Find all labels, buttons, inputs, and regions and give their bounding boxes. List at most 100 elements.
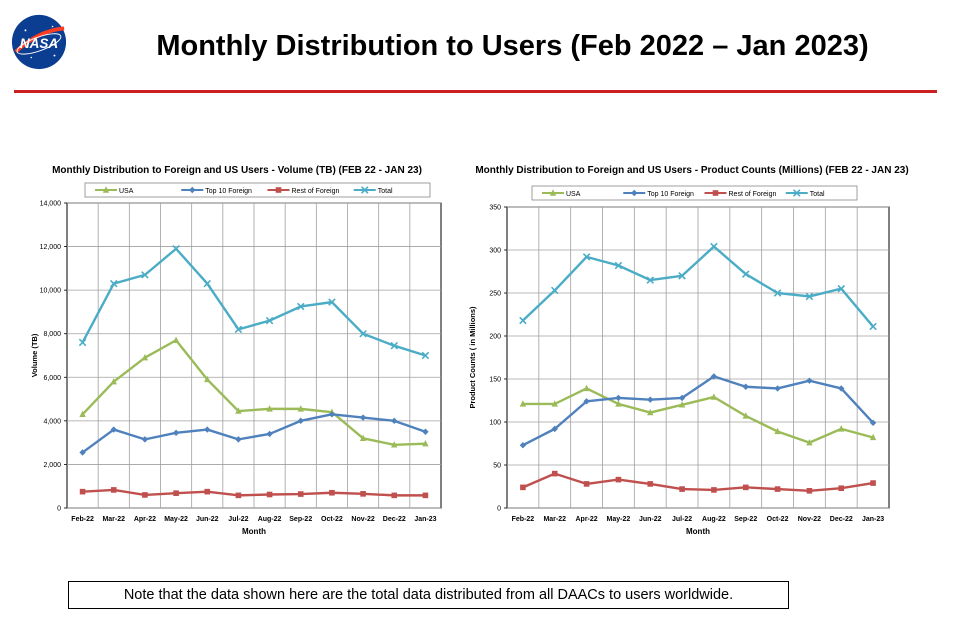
data-point (870, 480, 876, 486)
series-line (81, 339, 426, 447)
data-point (79, 488, 86, 495)
x-tick-label: Apr-22 (134, 516, 156, 523)
x-tick-label: Mar-22 (543, 516, 566, 523)
series-line (522, 472, 874, 492)
legend-marker (549, 189, 557, 196)
nasa-logo: NASA (11, 14, 67, 70)
legend-label: Total (810, 191, 825, 198)
data-point (520, 484, 526, 491)
product-counts-chart: Monthly Distribution to Foreign and US U… (468, 165, 909, 536)
data-point (235, 436, 242, 443)
y-tick-label: 12,000 (40, 244, 62, 251)
y-tick-label: 6,000 (43, 375, 61, 382)
data-point (235, 492, 242, 499)
data-point (265, 316, 274, 325)
x-tick-label: Sep-22 (289, 516, 312, 523)
volume-chart: Monthly Distribution to Foreign and US U… (30, 165, 442, 536)
data-point (204, 488, 211, 495)
data-point (710, 393, 718, 400)
data-point (297, 405, 304, 412)
x-tick-label: Apr-22 (575, 516, 597, 523)
data-point (742, 383, 749, 390)
data-point (806, 438, 813, 446)
x-axis-title: Month (686, 527, 710, 536)
data-point (328, 298, 336, 306)
series-line (82, 488, 426, 497)
data-point (235, 407, 242, 414)
series-top-10-foreign (79, 411, 429, 456)
data-point (742, 412, 749, 419)
series-total (519, 242, 877, 331)
data-point (110, 377, 117, 385)
data-point (710, 242, 718, 251)
data-point (360, 491, 366, 497)
x-tick-label: Oct-22 (321, 516, 343, 523)
data-point (679, 486, 685, 492)
data-point (79, 449, 86, 456)
data-point (774, 427, 781, 435)
series-line (522, 375, 874, 447)
page-title: Monthly Distribution to Users (Feb 2022 … (156, 30, 869, 62)
data-point (110, 426, 117, 433)
series-line (522, 387, 874, 444)
x-axis-title: Month (242, 527, 266, 536)
legend-box (84, 182, 431, 198)
data-point (422, 428, 429, 435)
data-point (519, 400, 527, 407)
series-line (522, 245, 875, 328)
data-point (359, 329, 367, 338)
data-point (647, 396, 654, 403)
data-point (838, 385, 845, 392)
data-point (141, 271, 149, 279)
data-point (391, 441, 398, 448)
series-total (78, 244, 430, 360)
series-rest-of-foreign (79, 487, 429, 499)
legend-marker (631, 189, 638, 197)
data-point (422, 492, 429, 499)
data-point (328, 411, 336, 418)
legend-marker (792, 189, 801, 197)
data-point (869, 433, 877, 441)
chart-title: Monthly Distribution to Foreign and US U… (52, 165, 422, 176)
x-tick-label: Dec-22 (830, 516, 853, 523)
x-tick-label: Sep-22 (734, 516, 757, 523)
data-point (615, 400, 622, 407)
data-point (741, 270, 750, 278)
data-point (329, 489, 335, 496)
data-point (141, 353, 149, 361)
data-point (172, 244, 180, 253)
data-point (806, 488, 813, 494)
data-point (422, 440, 429, 447)
legend-label: USA (119, 188, 134, 195)
data-point (109, 279, 118, 288)
data-point (203, 279, 212, 288)
data-point (550, 286, 559, 295)
data-point (204, 426, 211, 433)
x-tick-label: Feb-22 (512, 516, 535, 523)
data-point (742, 484, 749, 491)
data-point (78, 338, 87, 347)
data-point (583, 384, 590, 392)
y-tick-label: 350 (489, 205, 501, 212)
data-point (172, 429, 180, 437)
chart-legend: USA Top 10 Foreign Rest of Foreign Total (531, 185, 858, 201)
data-point (110, 487, 117, 493)
x-tick-label: Aug-22 (702, 516, 726, 523)
data-point (551, 425, 558, 433)
x-tick-label: Jun-22 (196, 516, 219, 523)
data-point (266, 430, 273, 438)
legend-marker (189, 186, 196, 194)
data-point (297, 491, 304, 497)
data-point (296, 302, 305, 311)
legend-label: USA (566, 191, 581, 198)
x-tick-label: Feb-22 (71, 516, 94, 523)
y-tick-label: 8,000 (43, 331, 61, 338)
y-axis-title: Product Counts ( in Millions) (468, 306, 477, 409)
data-point (266, 405, 273, 412)
x-tick-label: Dec-22 (383, 516, 406, 523)
x-tick-label: Nov-22 (798, 516, 821, 523)
data-point (647, 481, 654, 487)
data-point (838, 425, 845, 432)
data-point (391, 417, 398, 425)
x-tick-label: Jan-23 (414, 516, 436, 523)
